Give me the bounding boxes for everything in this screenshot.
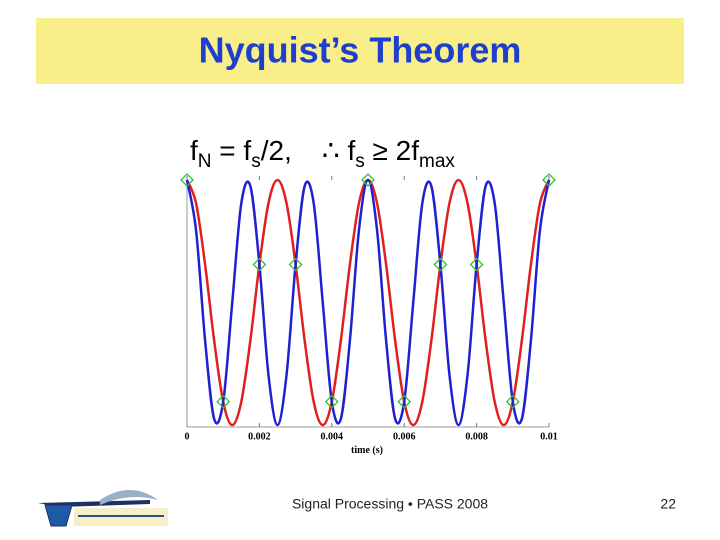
formula-part: = f <box>212 135 252 166</box>
sample-marker <box>433 257 448 272</box>
formula: fN = fs/2, ∴ fs ≥ 2fmax <box>190 135 455 172</box>
series-line <box>185 178 551 427</box>
sample-marker <box>397 394 412 409</box>
sample-marker <box>216 394 231 409</box>
formula-sub: max <box>419 151 455 172</box>
formula-part: ≥ 2f <box>365 135 419 166</box>
page-number: 22 <box>660 496 676 512</box>
sample-marker <box>288 257 303 272</box>
x-tick-label: 0.01 <box>540 431 558 442</box>
footer: Signal Processing • PASS 2008 <box>292 496 488 512</box>
series-line <box>185 178 551 427</box>
formula-part: f <box>190 135 198 166</box>
sample-marker <box>324 394 339 409</box>
formula-part: ∴ f <box>322 135 356 166</box>
x-tick-label: 0 <box>185 431 190 442</box>
logo <box>38 490 168 527</box>
formula-sub: s <box>251 151 261 172</box>
x-tick-label: 0.006 <box>393 431 416 442</box>
plot: 0 0.002 0.004 0.006 0.008 0.01 <box>180 173 558 442</box>
sample-marker <box>361 173 375 187</box>
sample-marker <box>252 257 267 272</box>
formula-sub: s <box>355 151 365 172</box>
x-axis-label: time (s) <box>351 445 383 456</box>
x-tick-label: 0.008 <box>465 431 488 442</box>
sample-marker <box>542 173 556 187</box>
slide-title: Nyquist’s Theorem <box>199 30 522 71</box>
formula-sub: N <box>198 151 212 172</box>
title-banner <box>36 18 684 84</box>
sample-marker <box>469 257 484 272</box>
sample-marker <box>505 394 520 409</box>
sample-marker <box>180 173 194 187</box>
x-tick-label: 0.002 <box>248 431 271 442</box>
formula-part: /2, <box>261 135 292 166</box>
x-tick-label: 0.004 <box>321 431 344 442</box>
